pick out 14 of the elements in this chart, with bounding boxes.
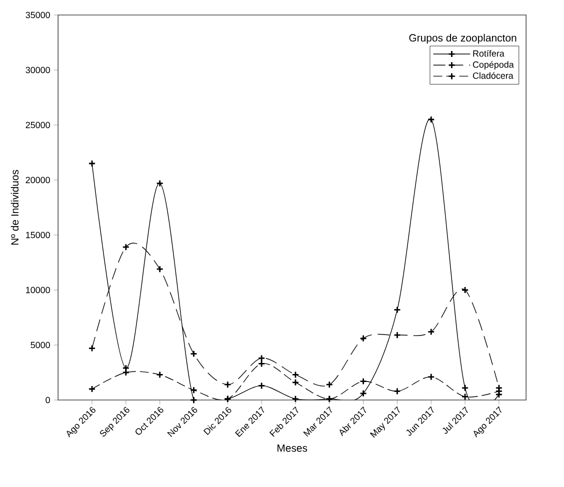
y-tick-label: 35000: [26, 12, 50, 18]
y-tick-label: 0: [46, 396, 50, 404]
legend-label: Cladócera: [472, 72, 514, 79]
y-tick-label: 30000: [26, 66, 50, 74]
x-axis-title: Meses: [278, 444, 308, 452]
y-tick-label: 25000: [26, 122, 50, 128]
y-tick-label: 20000: [26, 176, 50, 184]
y-axis-title: Nº de Individuos: [10, 170, 19, 245]
y-tick-label: 10000: [26, 286, 50, 294]
legend-title: Grupos de zooplancton: [409, 34, 516, 44]
legend-label: Copépoda: [472, 61, 514, 70]
legend-label: Rotífera: [473, 50, 504, 57]
y-tick-label: 15000: [26, 232, 50, 238]
y-tick-label: 5000: [30, 342, 50, 348]
